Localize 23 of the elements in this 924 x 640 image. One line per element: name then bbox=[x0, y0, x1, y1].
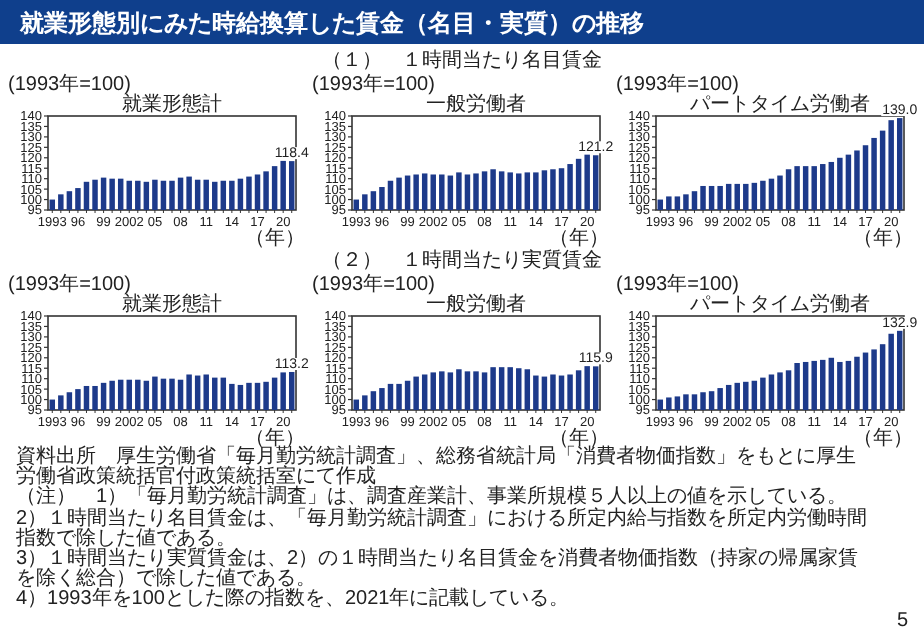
y-axis-title: (1993年=100) bbox=[312, 72, 435, 96]
y-axis-title: (1993年=100) bbox=[616, 72, 739, 96]
chart-title: 一般労働者 bbox=[426, 92, 526, 116]
x-axis-title: （年） bbox=[244, 226, 305, 250]
y-axis-title: (1993年=100) bbox=[616, 272, 739, 296]
y-axis-title: (1993年=100) bbox=[312, 272, 435, 296]
text: （１） １時間当たり名目賃金 bbox=[322, 48, 602, 72]
x-axis-title: （年） bbox=[852, 426, 913, 450]
chart-title: 就業形態計 bbox=[122, 92, 222, 116]
y-axis-title: (1993年=100) bbox=[8, 72, 131, 96]
y-axis-title: (1993年=100) bbox=[8, 272, 131, 296]
text: （注） 1）「毎月勤労統計調査」は、調査産業計、事業所規模５人以上の値を示している。 bbox=[16, 486, 848, 509]
text: 4）1993年を100とした際の指数を、2021年に記載している。 bbox=[16, 588, 572, 612]
text: 就業形態別にみた時給換算した賃金（名目・実質）の推移 bbox=[18, 9, 644, 37]
x-axis-title: （年） bbox=[548, 226, 609, 250]
chart-title: 一般労働者 bbox=[426, 292, 526, 316]
chart-title: パートタイム労働者 bbox=[688, 92, 870, 116]
chart-title: パートタイム労働者 bbox=[688, 292, 870, 316]
text: （２） １時間当たり実質賃金 bbox=[322, 248, 602, 272]
text: 5 bbox=[896, 610, 908, 632]
text: 2）１時間当たり名目賃金は、「毎月勤労統計調査」における所定内給与指数を所定内労働時間指数で除した値である。 bbox=[16, 507, 870, 550]
chart-title: 就業形態計 bbox=[122, 292, 222, 316]
x-axis-title: （年） bbox=[852, 226, 913, 250]
